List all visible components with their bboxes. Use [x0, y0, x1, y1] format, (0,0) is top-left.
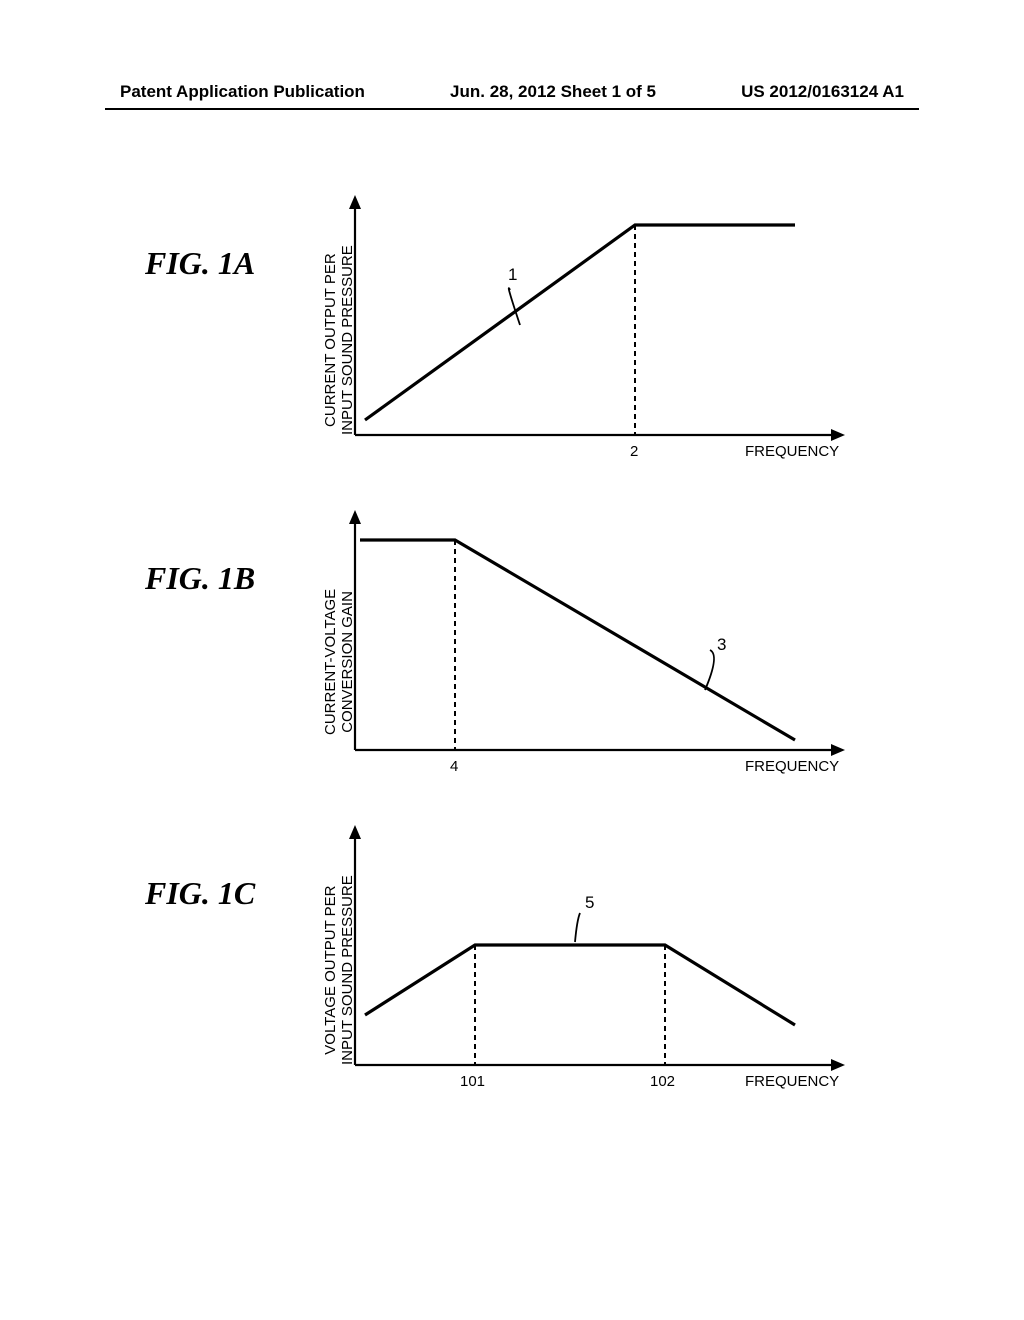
header-rule — [105, 108, 919, 110]
ref-leader-1c — [575, 913, 580, 942]
x-axis-arrow — [831, 1059, 845, 1071]
figure-1c: FIG. 1C VOLTAGE OUTPUT PER INPUT SOUND P… — [145, 815, 905, 1125]
header-left: Patent Application Publication — [120, 82, 365, 102]
ref-leader-1a — [509, 288, 520, 325]
x-axis-label-1c: FREQUENCY — [745, 1073, 839, 1090]
curve-1a — [365, 225, 795, 420]
tick-label-1c-1: 101 — [460, 1073, 485, 1090]
tick-label-1c-2: 102 — [650, 1073, 675, 1090]
y-axis-arrow — [349, 195, 361, 209]
ref-num-1b: 3 — [717, 635, 726, 655]
header-center: Jun. 28, 2012 Sheet 1 of 5 — [450, 82, 656, 102]
header-right: US 2012/0163124 A1 — [741, 82, 904, 102]
x-axis-label-1a: FREQUENCY — [745, 443, 839, 460]
page-header: Patent Application Publication Jun. 28, … — [0, 82, 1024, 102]
figure-label-1a: FIG. 1A — [145, 245, 255, 282]
curve-1b — [360, 540, 795, 740]
x-axis-arrow — [831, 429, 845, 441]
figure-1b: FIG. 1B CURRENT-VOLTAGE CONVERSION GAIN … — [145, 500, 905, 795]
y-axis-arrow — [349, 825, 361, 839]
chart-1b — [305, 500, 885, 790]
figure-label-1c: FIG. 1C — [145, 875, 255, 912]
chart-1c — [305, 815, 885, 1105]
curve-1c — [365, 945, 795, 1025]
y-axis-arrow — [349, 510, 361, 524]
figure-1a: FIG. 1A CURRENT OUTPUT PER INPUT SOUND P… — [145, 185, 905, 480]
ref-leader-1b — [705, 650, 714, 690]
ref-num-1c: 5 — [585, 893, 594, 913]
tick-label-1a: 2 — [630, 443, 638, 460]
chart-1a — [305, 185, 885, 475]
x-axis-label-1b: FREQUENCY — [745, 758, 839, 775]
figure-label-1b: FIG. 1B — [145, 560, 255, 597]
x-axis-arrow — [831, 744, 845, 756]
ref-num-1a: 1 — [508, 265, 517, 285]
tick-label-1b: 4 — [450, 758, 458, 775]
